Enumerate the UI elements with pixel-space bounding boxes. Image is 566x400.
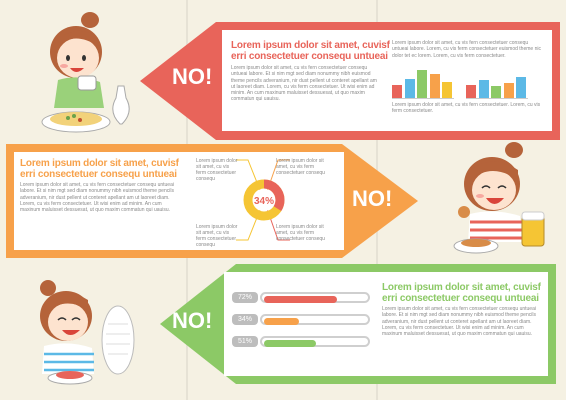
donut-arc — [243, 179, 285, 221]
mini-bar — [516, 77, 526, 98]
green-headline: Lorem ipsum dolor sit amet, cuvisf erri … — [382, 282, 541, 304]
orange-body-text: Lorem ipsum dolor sit amet, cu vis fern … — [20, 182, 174, 214]
red-body-text: Lorem ipsum dolor sit amet, cu vis fern … — [231, 65, 377, 103]
donut-value: 34% — [254, 196, 274, 207]
progress-percent-label: 51% — [232, 336, 258, 347]
progress-track — [260, 336, 370, 347]
progress-percent-label: 72% — [232, 292, 258, 303]
orange-headline: Lorem ipsum dolor sit amet, cuvisf erri … — [20, 158, 179, 180]
no-label-orange: NO! — [352, 186, 393, 211]
progress-fill — [264, 296, 338, 303]
callout-top-left: Lorem ipsum dolor sit amet, cu vis ferm … — [196, 158, 238, 182]
mini-bar — [491, 86, 501, 98]
mini-bar — [503, 83, 514, 98]
mini-bar — [417, 69, 427, 98]
mini-bar-chart-b — [466, 68, 528, 99]
orange-content-card — [14, 152, 344, 250]
girl-eating-corn-illustration — [40, 280, 135, 385]
mini-bar — [404, 78, 415, 98]
red-content-card — [222, 30, 552, 131]
donut-chart: 34% — [236, 159, 290, 241]
no-label-red: NO! — [172, 64, 213, 89]
mini-chart-caption: Lorem ipsum dolor sit amet, cu vis fern … — [392, 102, 541, 115]
no-label-green: NO! — [172, 308, 213, 333]
callout-bottom-left: Lorem ipsum dolor sit amet, cu vis ferm … — [196, 224, 238, 248]
mini-bar-chart-a — [392, 68, 454, 99]
mini-bar — [466, 84, 476, 98]
progress-percent-label: 34% — [232, 314, 258, 325]
mini-bar — [429, 74, 440, 98]
mini-bar — [442, 81, 452, 98]
progress-track — [260, 314, 370, 325]
green-body-text: Lorem ipsum dolor sit amet, cu vis fern … — [382, 306, 536, 338]
mini-bar — [392, 84, 402, 98]
progress-fill — [264, 318, 299, 325]
red-headline: Lorem ipsum dolor sit amet, cuvisf erri … — [231, 40, 390, 62]
callout-top-right: Lorem ipsum dolor sit amet, cu vis ferm … — [276, 158, 325, 176]
callout-bottom-right: Lorem ipsum dolor sit amet, cu vis ferm … — [276, 224, 325, 242]
red-side-text: Lorem ipsum dolor sit amet, cu vis fern … — [392, 40, 541, 59]
girl-eating-illustration — [453, 142, 545, 254]
mini-bar — [478, 80, 489, 98]
girl-drinking-illustration — [41, 12, 130, 133]
progress-fill — [264, 340, 317, 347]
progress-track — [260, 292, 370, 303]
